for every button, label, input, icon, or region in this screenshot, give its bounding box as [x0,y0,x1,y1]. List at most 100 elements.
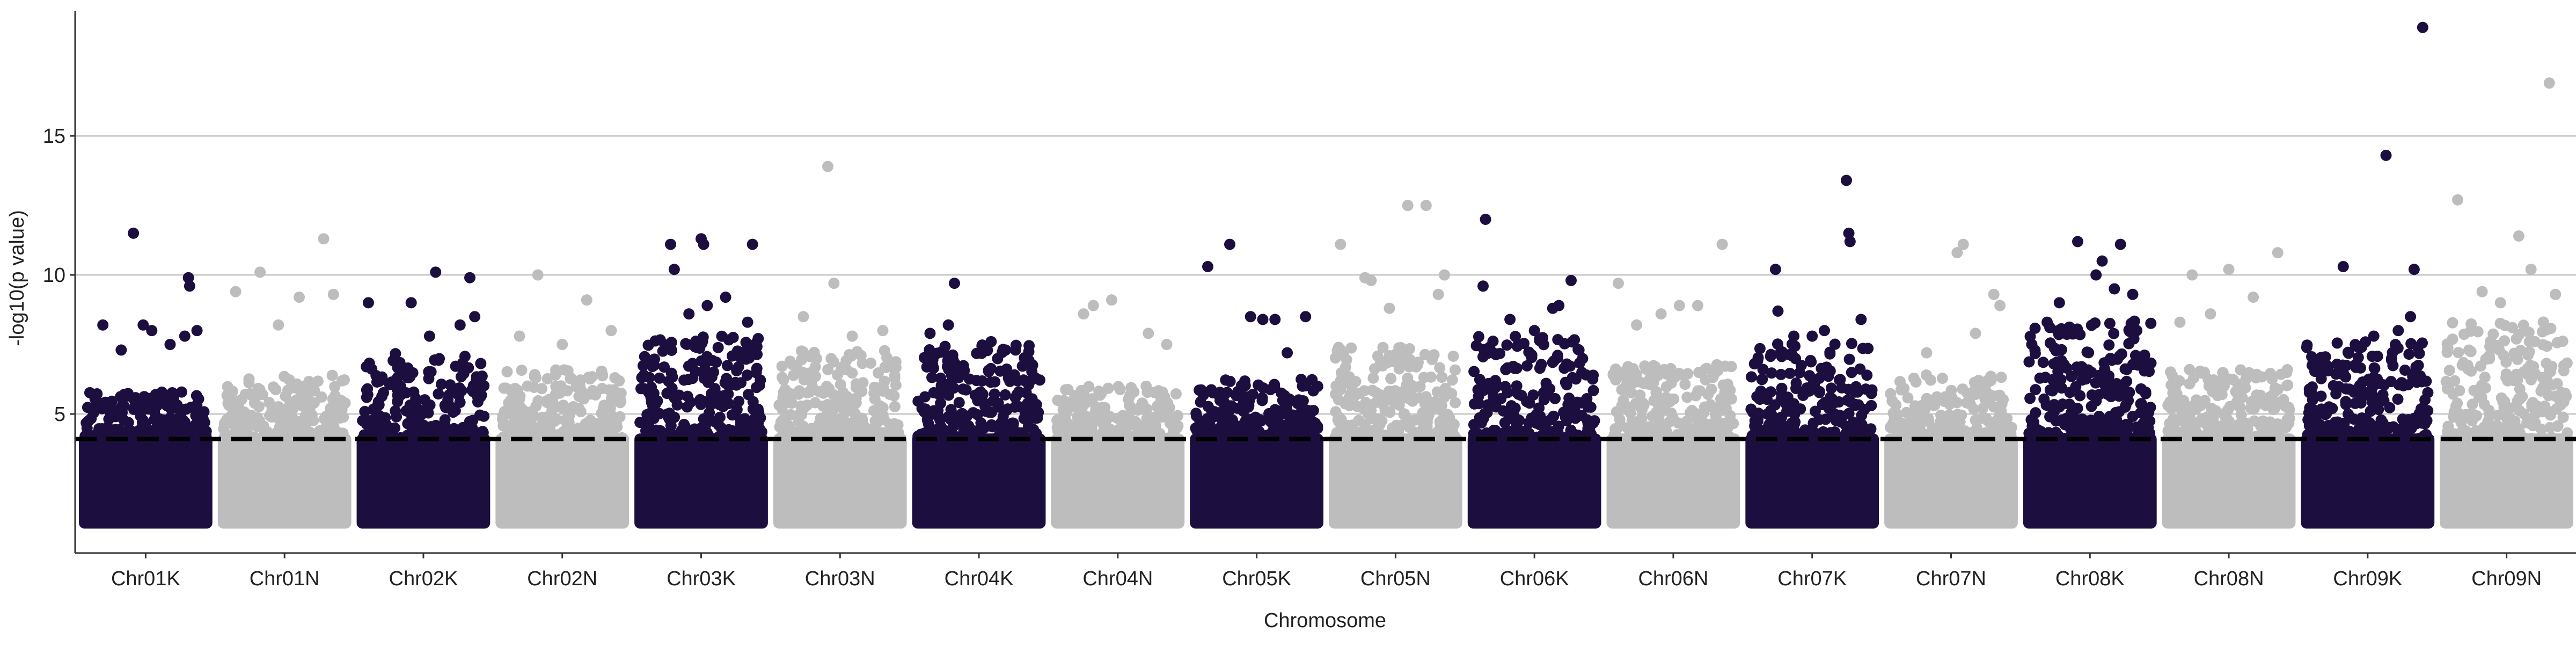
snp-point [314,425,326,437]
snp-point [686,358,698,369]
snp-point [1846,338,1857,350]
snp-point [751,348,763,360]
x-tick-label: Chr04N [1082,568,1153,590]
snp-point [2086,389,2098,401]
snp-point [597,370,609,382]
snp-point-outlier [1988,288,2000,300]
snp-point [2373,404,2384,416]
snp-point [1434,362,1446,374]
snp-point [1805,356,1817,368]
snp-point [1113,381,1124,392]
snp-point [1520,425,1532,437]
snp-point [2335,368,2347,380]
snp-point [2284,404,2295,416]
snp-point [1535,359,1547,370]
snp-point [1931,432,1943,444]
snp-point [2536,326,2548,338]
snp-point [2512,374,2523,386]
snp-point [1694,385,1706,397]
snp-point [1442,424,1454,435]
snp-point-outlier [362,297,374,309]
snp-point [2331,337,2343,349]
snp-point [1657,399,1668,411]
snp-point-outlier [2550,288,2562,300]
snp-point [1860,383,1872,395]
snp-point [694,427,706,439]
snp-point [433,354,445,366]
snp-point [796,345,808,357]
snp-point [707,354,719,366]
snp-point [436,379,448,390]
snp-point [2413,347,2425,359]
snp-point [843,435,854,447]
snp-point [336,375,348,387]
snp-point [786,397,797,409]
snp-point [2552,420,2564,432]
snp-point [664,408,676,419]
snp-point [453,382,465,394]
snp-point [1639,360,1651,372]
snp-point [1370,387,1382,398]
snp-point [2048,358,2060,370]
snp-point [822,364,834,375]
snp-point [808,346,820,358]
snp-point [404,399,416,411]
snp-point [752,409,764,420]
snp-point [2412,359,2424,371]
snp-point [564,409,575,421]
snp-point [1012,375,1023,387]
snp-point [2454,385,2465,397]
snp-point [573,402,584,414]
snp-point [1612,421,1624,433]
snp-point [2513,392,2525,404]
snp-point-outlier [742,316,753,328]
snp-point [706,388,718,399]
snp-point [2422,387,2434,398]
snp-point-outlier [2223,264,2235,275]
snp-point-outlier [2392,325,2404,337]
snp-point [2518,319,2529,331]
snp-point [2065,324,2077,336]
snp-point-outlier [514,330,525,342]
dense-points-band [1329,433,1462,529]
snp-point [1920,369,1932,381]
dense-points-band [1190,433,1323,529]
snp-point [2443,365,2455,376]
snp-point [2103,418,2115,430]
snp-point [1849,398,1861,410]
snp-point [1809,405,1821,417]
snp-point [1401,379,1413,390]
snp-point [2241,418,2252,430]
snp-point [869,415,881,427]
snp-point [2485,421,2497,433]
snp-point [1858,404,1870,416]
dense-points-band [1051,433,1185,529]
snp-point [478,410,490,422]
snp-point [1330,380,1342,392]
snp-point [2561,357,2573,369]
snp-point [2417,337,2428,349]
x-tick-label: Chr01N [250,568,320,590]
snp-point [850,381,862,393]
snp-point [733,396,745,408]
snp-point [1862,343,1874,354]
snp-point [2544,362,2556,374]
snp-point [442,394,454,406]
snp-point [1766,367,1777,379]
snp-point [2447,317,2458,329]
snp-point [1093,386,1105,397]
snp-point [1968,376,1980,388]
snp-point [654,334,666,346]
snp-point-outlier [318,233,330,245]
snp-point [2281,364,2293,375]
snp-point [1264,384,1276,396]
snp-point [2504,402,2516,414]
snp-point [926,372,938,383]
snp-point [2070,403,2082,415]
dense-points-band [1884,433,2018,529]
snp-point [308,397,320,409]
snp-point-outlier [720,291,731,303]
snp-point-outlier [1921,347,1933,359]
snp-point-outlier [698,238,709,250]
snp-point [1574,357,1585,369]
